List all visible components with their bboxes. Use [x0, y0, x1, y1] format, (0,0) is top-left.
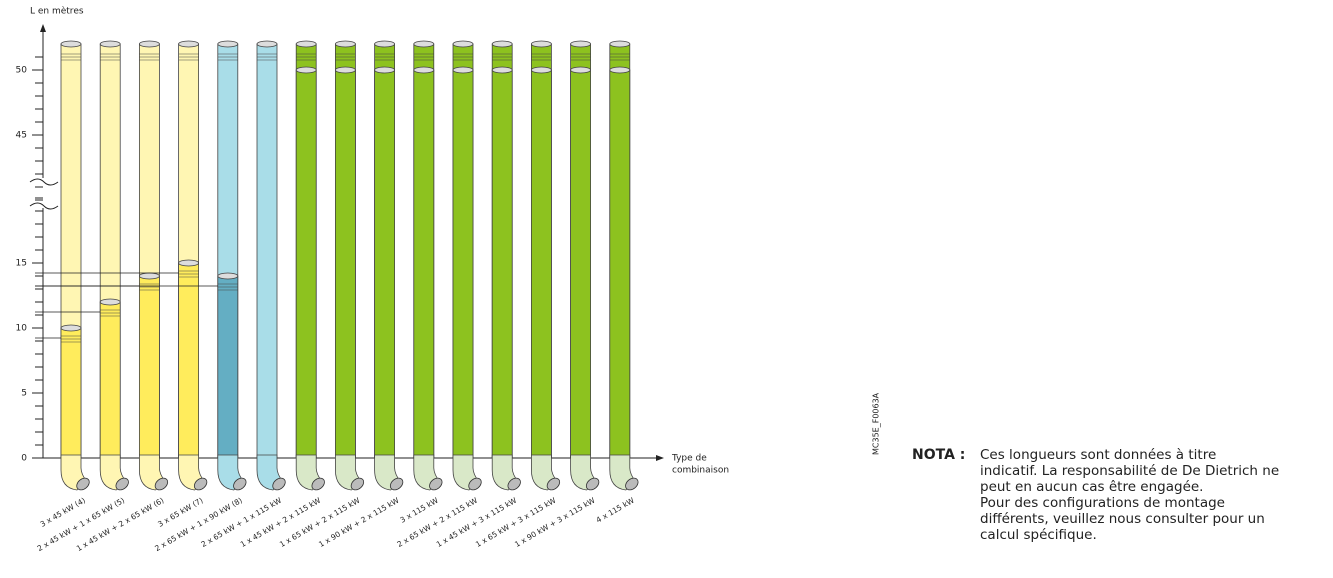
bar	[452, 69, 474, 459]
y-tick-label: 50	[16, 66, 28, 76]
code: MC35E_F0063A	[872, 392, 881, 455]
elbow-end	[429, 477, 443, 491]
y-tick-label: 15	[16, 259, 27, 269]
bar-cap	[138, 272, 160, 280]
tube-cap	[491, 40, 513, 48]
bar	[178, 262, 200, 459]
tube-cap	[570, 40, 591, 48]
bar-cap	[178, 259, 200, 267]
bar	[217, 275, 239, 459]
y-tick-label: 5	[21, 389, 27, 399]
bar	[609, 69, 631, 459]
note-line: Ces longueurs sont données à titre	[980, 447, 1216, 463]
x-tick-label: 4 x 115 kW	[595, 495, 637, 524]
note-line: indicatif. La responsabilité de De Dietr…	[980, 463, 1279, 479]
y-arrow	[40, 24, 46, 32]
tube-cap	[374, 40, 396, 48]
bar	[413, 69, 435, 459]
bar-cap	[570, 66, 591, 74]
y-tick-label: 10	[16, 324, 28, 334]
bar-cap	[217, 272, 239, 280]
y-tick-label: 45	[16, 131, 27, 141]
x-label: Type de	[671, 454, 707, 464]
elbow-end	[233, 477, 247, 491]
tube-cap	[295, 40, 317, 48]
y-label: L en mètres	[30, 6, 84, 17]
tube-cap	[178, 40, 200, 48]
tube-cap	[334, 40, 356, 48]
tube-cap	[413, 40, 435, 48]
bar	[570, 69, 591, 459]
elbow-end	[507, 477, 521, 491]
bar	[60, 327, 82, 459]
bar	[491, 69, 513, 459]
bar	[374, 69, 396, 459]
bar	[334, 69, 356, 459]
note-head: NOTA :	[912, 447, 965, 463]
elbow-end	[272, 477, 286, 491]
elbow-end	[625, 477, 639, 491]
bar-cap	[531, 66, 552, 74]
tube-cap	[138, 40, 160, 48]
tube	[256, 43, 278, 459]
break-mark	[29, 178, 59, 210]
elbow-end	[350, 477, 365, 491]
note-line: différents, veuillez nous consulter pour…	[980, 511, 1265, 527]
x-label: combinaison	[672, 466, 729, 476]
tube-cap	[217, 40, 239, 48]
tube-cap	[256, 40, 278, 48]
bar-cap	[99, 298, 121, 306]
note-line: Pour des configurations de montage	[980, 495, 1225, 511]
elbow-end	[468, 477, 482, 491]
bar-cap	[452, 66, 474, 74]
bar-cap	[60, 324, 82, 332]
bar	[531, 69, 552, 459]
bar-cap	[374, 66, 396, 74]
bar-cap	[334, 66, 356, 74]
bar-cap	[413, 66, 435, 74]
elbow-end	[154, 477, 169, 491]
elbow-end	[193, 477, 208, 491]
elbow-end	[76, 477, 90, 491]
tube-cap	[531, 40, 552, 48]
elbow-end	[389, 477, 404, 491]
note-line: calcul spécifique.	[980, 527, 1097, 543]
elbow-end	[585, 477, 600, 491]
tube-cap	[452, 40, 474, 48]
bar-cap	[295, 66, 317, 74]
tube-cap	[609, 40, 631, 48]
x-arrow	[656, 455, 664, 461]
bar	[295, 69, 317, 459]
bar	[99, 301, 121, 459]
bar-cap	[609, 66, 631, 74]
y-tick-label: 0	[21, 454, 27, 464]
bar-cap	[491, 66, 513, 74]
tube-cap	[99, 40, 121, 48]
elbow-end	[311, 477, 325, 491]
elbow-end	[546, 477, 561, 491]
note-line: peut en aucun cas être engagée.	[980, 479, 1203, 495]
elbow-end	[115, 477, 129, 491]
bar	[138, 275, 160, 459]
tube-cap	[60, 40, 82, 48]
